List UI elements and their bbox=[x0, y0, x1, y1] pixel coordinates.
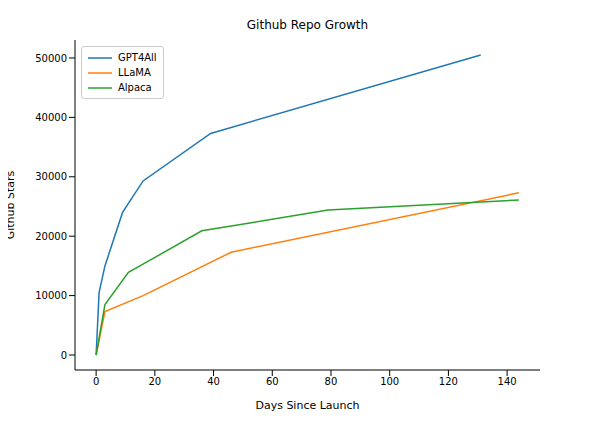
svg-text:50000: 50000 bbox=[35, 53, 67, 64]
svg-text:100: 100 bbox=[380, 376, 399, 387]
svg-text:Github Stars: Github Stars bbox=[8, 170, 17, 239]
svg-text:0: 0 bbox=[93, 376, 99, 387]
svg-text:40: 40 bbox=[207, 376, 220, 387]
svg-text:120: 120 bbox=[439, 376, 458, 387]
html-text:Alpaca: Alpaca bbox=[118, 82, 152, 93]
svg-text:60: 60 bbox=[266, 376, 279, 387]
svg-text:140: 140 bbox=[498, 376, 517, 387]
svg-text:40000: 40000 bbox=[35, 112, 67, 123]
svg-text:30000: 30000 bbox=[35, 171, 67, 182]
svg-text:Days Since Launch: Days Since Launch bbox=[255, 399, 359, 412]
svg-text:80: 80 bbox=[325, 376, 338, 387]
svg-text:20000: 20000 bbox=[35, 231, 67, 242]
html-text:LLaMA: LLaMA bbox=[118, 67, 151, 78]
svg-text:10000: 10000 bbox=[35, 290, 67, 301]
html-text:Github Repo Growth: Github Repo Growth bbox=[246, 18, 369, 32]
svg-text:0: 0 bbox=[61, 350, 67, 361]
html-text:GPT4All: GPT4All bbox=[118, 52, 157, 63]
svg-text:20: 20 bbox=[148, 376, 161, 387]
